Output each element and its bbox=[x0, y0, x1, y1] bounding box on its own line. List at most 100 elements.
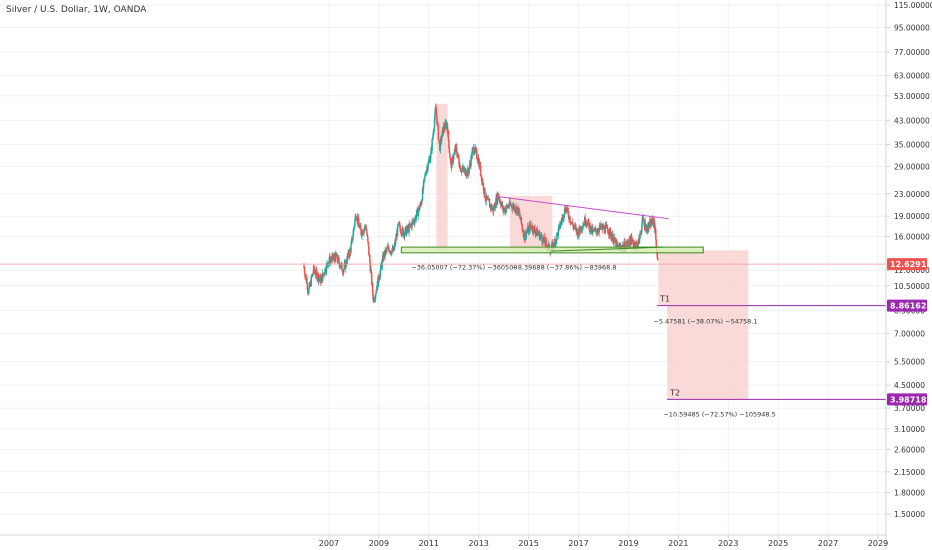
candle-body bbox=[594, 229, 596, 230]
candle-body bbox=[363, 229, 365, 233]
candle-body bbox=[612, 234, 614, 244]
candle-body bbox=[479, 165, 482, 175]
candle-body bbox=[423, 179, 425, 182]
candle-body bbox=[321, 272, 324, 282]
resistance-trendline[interactable] bbox=[496, 195, 669, 220]
candle-body bbox=[323, 273, 325, 275]
candle-body bbox=[608, 232, 610, 236]
y-tick-label: 1.80000 bbox=[894, 489, 925, 498]
candle-body bbox=[501, 202, 503, 208]
candle-body bbox=[318, 277, 321, 279]
candle-body bbox=[570, 222, 573, 224]
candle-body bbox=[431, 139, 433, 151]
candle-body bbox=[354, 219, 356, 226]
support-zone[interactable] bbox=[400, 246, 704, 254]
candle-body bbox=[569, 216, 571, 222]
candle-body bbox=[582, 225, 585, 227]
target-price-badge bbox=[887, 393, 927, 406]
candle-body bbox=[400, 232, 403, 235]
candle-body bbox=[449, 158, 452, 161]
candle-body bbox=[328, 261, 330, 263]
candle-body bbox=[562, 214, 564, 220]
y-tick-label: 16.00000 bbox=[894, 232, 930, 241]
candle-body bbox=[456, 152, 458, 157]
candle-body bbox=[305, 276, 308, 283]
candle-body bbox=[394, 237, 397, 244]
candle-body bbox=[640, 231, 643, 233]
candle-body bbox=[497, 193, 500, 197]
y-tick-label: 115.00000 bbox=[894, 1, 932, 10]
candle-body bbox=[533, 226, 536, 228]
candle-body bbox=[655, 239, 658, 249]
candle-body bbox=[655, 229, 657, 240]
candle-body bbox=[607, 229, 609, 233]
y-tick-label: 53.00000 bbox=[894, 92, 930, 101]
candle-body bbox=[313, 270, 316, 272]
candles bbox=[303, 103, 659, 303]
y-tick-label: 63.00000 bbox=[894, 72, 930, 81]
y-tick-label: 23.00000 bbox=[894, 190, 930, 199]
candle-body bbox=[567, 211, 570, 217]
candle-body bbox=[579, 226, 581, 230]
candle-body bbox=[554, 239, 556, 241]
candle-body bbox=[443, 125, 445, 129]
candle-body bbox=[317, 273, 320, 282]
x-tick-label: 2019 bbox=[618, 539, 638, 548]
candle-body bbox=[316, 271, 318, 280]
candle-body bbox=[439, 139, 442, 151]
candle-body bbox=[384, 250, 387, 256]
candle-body bbox=[592, 229, 595, 231]
candle-body bbox=[572, 225, 574, 229]
candle-body bbox=[308, 288, 310, 294]
candle-body bbox=[366, 230, 368, 235]
candle-body bbox=[467, 168, 469, 173]
candle-body bbox=[427, 161, 430, 167]
candle-body bbox=[331, 256, 333, 261]
time-axis[interactable]: 2007 2009 2011 2013 2015 2017 2019 2021 2023 2025… bbox=[0, 534, 888, 548]
candle-body bbox=[646, 232, 649, 234]
measure-annotation: −8.39688 (−37.86%) −83968.8 bbox=[512, 264, 616, 272]
support-trendline[interactable] bbox=[551, 246, 664, 252]
x-tick-label: 2007 bbox=[319, 539, 339, 548]
candle-body bbox=[338, 258, 340, 264]
candle-body bbox=[634, 245, 636, 248]
candle-body bbox=[645, 227, 647, 231]
candle-body bbox=[560, 221, 562, 226]
candle-body bbox=[535, 232, 537, 235]
candle-body bbox=[362, 233, 364, 235]
candle-body bbox=[341, 262, 343, 271]
candle-body bbox=[600, 223, 602, 228]
candle-body bbox=[640, 232, 642, 234]
candle-body bbox=[422, 181, 425, 190]
candle-body bbox=[402, 227, 404, 230]
y-tick-label: 5.50000 bbox=[894, 358, 925, 367]
candle-body bbox=[456, 155, 459, 157]
candle-body bbox=[372, 292, 374, 301]
candle-body bbox=[425, 170, 428, 175]
candle-body bbox=[499, 199, 502, 204]
candle-body bbox=[525, 233, 527, 239]
candle-body bbox=[364, 225, 366, 229]
price-axis[interactable]: 115.00000 95.00000 77.00000 63.00000 53.0000… bbox=[885, 0, 932, 550]
candle-body bbox=[474, 147, 477, 151]
candle-body bbox=[566, 209, 568, 212]
y-tick-label: 4.50000 bbox=[894, 381, 925, 390]
candle-body bbox=[591, 226, 594, 234]
target-label-t1: T1 bbox=[659, 295, 670, 304]
candle-body bbox=[637, 242, 639, 248]
candle-body bbox=[555, 239, 557, 246]
y-tick-label: 2.15000 bbox=[894, 468, 925, 477]
candle-body bbox=[433, 119, 436, 129]
y-tick-label: 1.50000 bbox=[894, 510, 925, 519]
candle-body bbox=[307, 289, 309, 292]
candle-body bbox=[584, 224, 587, 225]
candle-body bbox=[589, 223, 591, 233]
candle-body bbox=[612, 243, 615, 245]
drawings[interactable]: T1 T2 −36.05007 (−72.37%) −360500−8.39688 … bbox=[0, 195, 886, 418]
candle-body bbox=[563, 215, 565, 218]
candle-body bbox=[447, 130, 450, 141]
candle-body bbox=[312, 272, 314, 275]
candle-body bbox=[526, 231, 528, 233]
candle-body bbox=[371, 283, 374, 293]
